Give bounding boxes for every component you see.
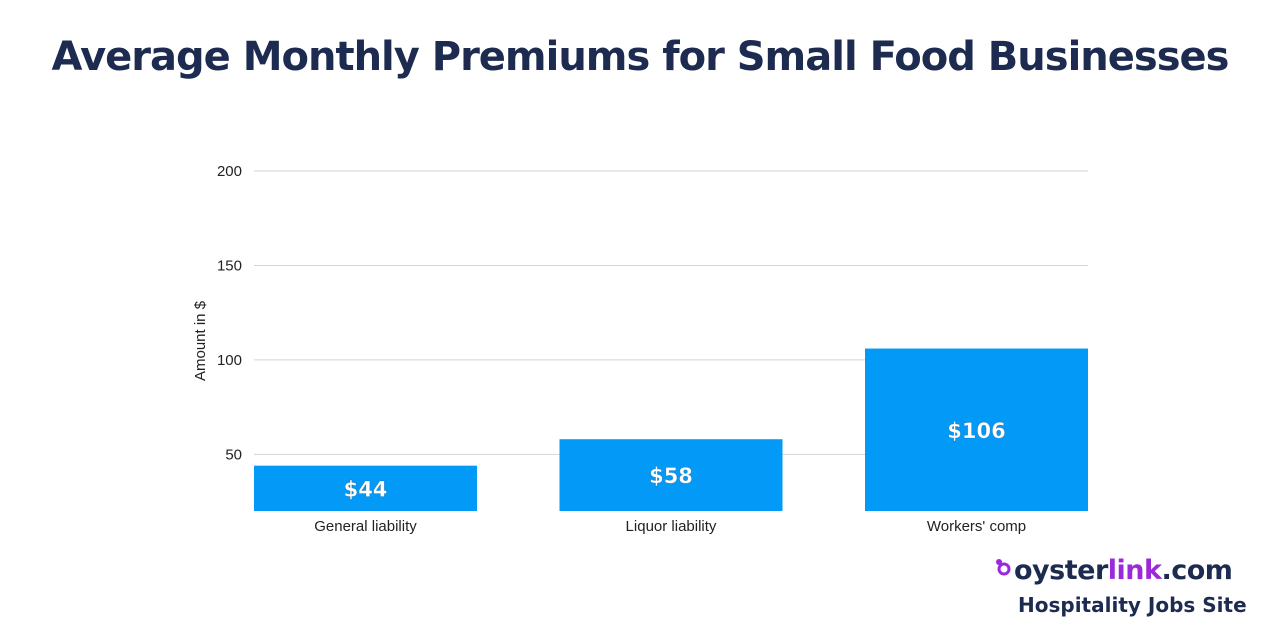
brand-name: oysterlink.com (1014, 555, 1233, 586)
bar-general-liability (254, 465, 477, 511)
y-tick-label: 100 (217, 352, 242, 369)
bar-workers-comp (865, 348, 1088, 511)
x-tick-label: General liability (314, 518, 417, 535)
y-axis-label: Amount in $ (192, 300, 209, 381)
x-tick-label: Workers' comp (927, 518, 1026, 535)
brand-oyster-text: oyster (1014, 555, 1108, 586)
oysterlink-logo[interactable]: oysterlink.com Hospitality Jobs Site (994, 555, 1264, 625)
bar-liquor-liability (559, 439, 783, 511)
brand-com-text: .com (1161, 555, 1233, 586)
labels: 50 100 150 200 Amount in $ $44 General liabili… (192, 163, 1026, 535)
bar-data-label: $58 (649, 464, 693, 488)
y-tick-label: 200 (217, 163, 242, 180)
bars (254, 348, 1088, 511)
y-tick-label: 150 (217, 257, 242, 274)
bar-data-label: $44 (344, 477, 388, 501)
bar-data-label: $106 (947, 419, 1005, 443)
x-tick-label: Liquor liability (626, 518, 717, 535)
brand-link-text: link (1107, 555, 1162, 586)
chart-title: Average Monthly Premiums for Small Food … (51, 34, 1230, 80)
oyster-icon (996, 559, 1011, 576)
brand-tagline: Hospitality Jobs Site (1018, 593, 1247, 617)
y-tick-label: 50 (225, 446, 242, 463)
